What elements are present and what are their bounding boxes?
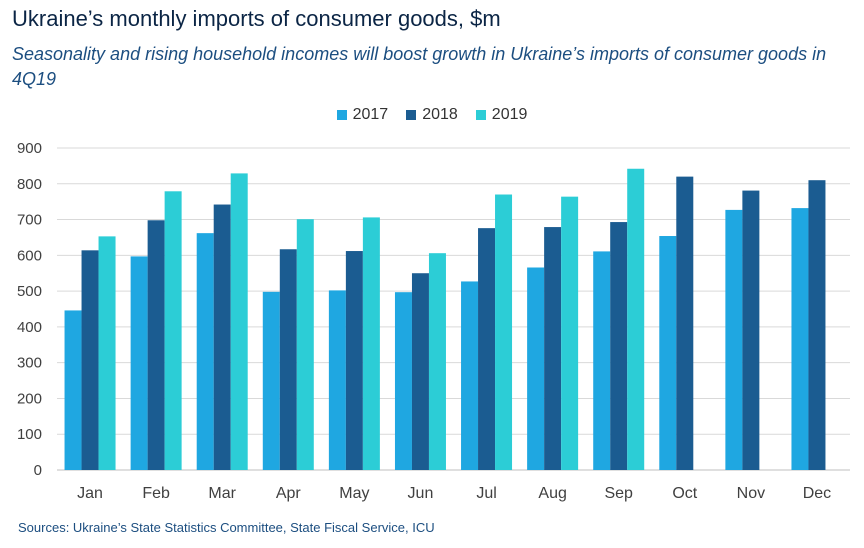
bar-feb-2019	[164, 191, 182, 470]
y-tick-label: 800	[17, 176, 42, 193]
y-tick-label: 900	[17, 140, 42, 157]
y-tick-label: 300	[17, 355, 42, 372]
legend: 2017 2018 2019	[0, 106, 864, 124]
x-tick-label-mar: Mar	[208, 485, 236, 502]
x-axis-ticks: Jan Feb Mar Apr May Jun Jul Aug Sep Oct Nov Dec	[77, 485, 831, 502]
bar-jun-2019	[428, 253, 446, 470]
legend-swatch-2018	[406, 110, 417, 120]
bar-apr-2019	[296, 219, 314, 470]
bar-aug-2018	[544, 227, 562, 470]
legend-label-2017: 2017	[352, 106, 389, 123]
bar-jun-2017	[394, 292, 412, 470]
x-tick-label-apr: Apr	[276, 485, 302, 502]
x-tick-label-oct: Oct	[672, 485, 697, 502]
bar-aug-2019	[561, 196, 579, 470]
x-tick-label-feb: Feb	[142, 485, 170, 502]
y-tick-label: 500	[17, 283, 42, 300]
bar-mar-2017	[196, 233, 214, 470]
bar-nov-2018	[742, 190, 760, 470]
x-tick-label-jun: Jun	[408, 485, 434, 502]
y-tick-label: 200	[17, 390, 42, 407]
bar-nov-2017	[725, 209, 743, 470]
x-tick-label-may: May	[339, 485, 369, 502]
bar-sep-2018	[610, 222, 628, 470]
bar-mar-2018	[213, 204, 231, 471]
bar-may-2019	[362, 217, 380, 470]
x-tick-label-aug: Aug	[538, 485, 566, 502]
bar-may-2017	[328, 290, 346, 470]
bar-dec-2017	[791, 208, 809, 470]
bar-aug-2017	[527, 267, 545, 470]
legend-label-2019: 2019	[491, 106, 528, 123]
source-note: Sources: Ukraine’s State Statistics Comm…	[18, 520, 435, 535]
bar-dec-2018	[808, 180, 826, 470]
x-tick-label-sep: Sep	[604, 485, 633, 502]
y-axis-ticks: 0 100 200 300 400 500 600 700 800 900	[17, 140, 42, 479]
y-tick-label: 700	[17, 212, 42, 229]
x-tick-label-dec: Dec	[803, 485, 831, 502]
bar-jan-2018	[81, 250, 99, 470]
legend-label-2018: 2018	[422, 106, 458, 123]
bar-oct-2018	[676, 176, 694, 470]
bar-jul-2019	[495, 194, 513, 470]
bar-sep-2017	[593, 251, 611, 470]
bar-jan-2017	[64, 310, 82, 470]
bar-may-2018	[345, 251, 363, 470]
y-tick-label: 600	[17, 247, 42, 264]
bar-jan-2019	[98, 236, 116, 470]
bar-apr-2017	[262, 291, 280, 470]
chart-title: Ukraine’s monthly imports of consumer go…	[12, 6, 501, 31]
bar-jul-2018	[478, 228, 496, 470]
x-tick-label-jan: Jan	[77, 485, 103, 502]
bar-apr-2018	[279, 249, 297, 470]
chart-subtitle: Seasonality and rising household incomes…	[12, 44, 827, 89]
legend-item-2019: 2019	[475, 106, 528, 124]
bar-mar-2019	[230, 173, 248, 470]
bar-feb-2017	[130, 256, 148, 470]
x-tick-label-nov: Nov	[737, 485, 765, 502]
y-tick-label: 100	[17, 426, 42, 443]
bar-jul-2017	[461, 281, 479, 470]
gridlines	[57, 147, 850, 471]
y-tick-label: 0	[34, 462, 42, 479]
bar-feb-2018	[147, 220, 165, 470]
x-tick-label-jul: Jul	[476, 485, 496, 502]
legend-item-2017: 2017	[336, 106, 389, 124]
legend-item-2018: 2018	[406, 106, 458, 124]
y-tick-label: 400	[17, 319, 42, 336]
bar-jun-2018	[411, 273, 429, 470]
legend-swatch-2017	[336, 110, 347, 120]
legend-swatch-2019	[475, 110, 486, 120]
bar-sep-2019	[627, 168, 645, 471]
bar-oct-2017	[659, 236, 677, 470]
bars	[64, 168, 826, 471]
